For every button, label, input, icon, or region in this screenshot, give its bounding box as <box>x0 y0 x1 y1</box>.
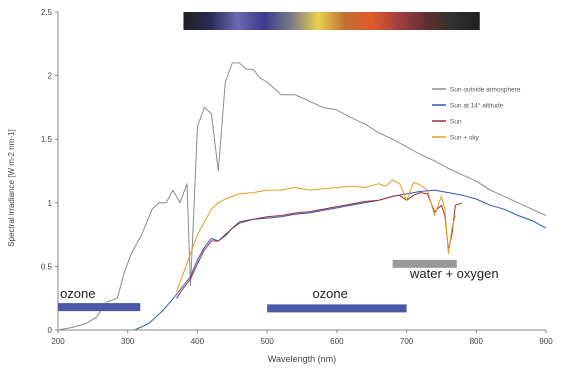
y-tick-label: 2 <box>48 72 53 81</box>
legend-label-3: Sun <box>450 119 462 126</box>
legend: Sun outside atmosphere Sun at 14° altitud… <box>432 87 521 142</box>
x-axis-label: Wavelength (nm) <box>268 354 336 364</box>
annotation-label-2: ozone <box>312 286 347 301</box>
visible-spectrum-bar <box>183 12 480 30</box>
x-tick-label: 600 <box>330 337 344 346</box>
legend-label-2: Sun at 14° altitude <box>450 102 504 110</box>
x-tick-label: 800 <box>470 337 484 346</box>
x-tick-label: 400 <box>191 337 205 346</box>
x-tick-label: 200 <box>51 337 65 346</box>
y-tick-label: 0 <box>48 326 53 335</box>
annotation-label-3: water + oxygen <box>409 266 499 281</box>
y-tick-label: 0.5 <box>41 262 53 271</box>
x-tick-label: 700 <box>400 337 414 346</box>
series-line-1 <box>57 62 547 331</box>
annotation-band-3 <box>392 259 457 268</box>
spectrum-bar <box>183 12 480 30</box>
y-tick-label: 2.5 <box>41 8 53 17</box>
legend-label-4: Sun + sky <box>450 135 479 142</box>
y-axis-label: Spectral irradiance [W m-2 nm-1] <box>7 129 16 246</box>
annotation-band-2 <box>267 304 407 313</box>
annotation-label-1: ozone <box>60 286 95 301</box>
axes: 200 300 400 500 600 700 800 900 0 0.5 1 1.5 2 2.5 <box>41 8 553 346</box>
annotation-band-1 <box>58 303 141 312</box>
series-line-4 <box>176 179 456 292</box>
y-tick-label: 1.5 <box>41 135 53 144</box>
x-tick-label: 500 <box>260 337 274 346</box>
series-line-3 <box>176 192 463 299</box>
x-tick-label: 900 <box>539 337 553 346</box>
series-lines <box>57 62 547 331</box>
series-line-2 <box>134 189 547 331</box>
annotations: ozone ozone water + oxygen <box>58 259 499 313</box>
x-tick-label: 300 <box>121 337 135 346</box>
y-tick-label: 1 <box>48 199 53 208</box>
legend-label-1: Sun outside atmosphere <box>450 87 521 94</box>
